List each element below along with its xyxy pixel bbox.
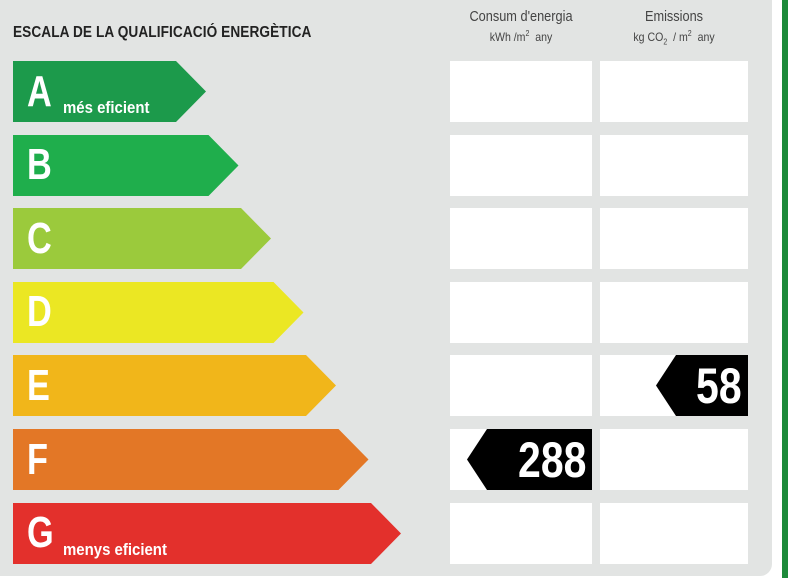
rating-arrow-shape bbox=[13, 429, 369, 490]
rating-bar-e: E bbox=[13, 355, 336, 417]
energy-label-panel: ESCALA DE LA QUALIFICACIÓ ENERGÈTICA Con… bbox=[0, 0, 772, 576]
rating-bar-c: C bbox=[13, 208, 271, 270]
consum-cell-d bbox=[450, 281, 592, 343]
consum-cell-c bbox=[450, 208, 592, 270]
rating-arrow-shape bbox=[13, 355, 336, 417]
rating-letter: F bbox=[27, 434, 48, 484]
emissions-cell-d bbox=[600, 281, 748, 343]
rating-arrow-shape bbox=[13, 134, 239, 196]
scale-title: ESCALA DE LA QUALIFICACIÓ ENERGÈTICA bbox=[13, 24, 312, 41]
consum-value-badge: 288 bbox=[450, 429, 592, 490]
rating-caption: més eficient bbox=[63, 98, 150, 117]
rating-arrow-shape bbox=[13, 208, 271, 270]
rating-letter: B bbox=[27, 140, 52, 190]
rating-letter: C bbox=[27, 213, 52, 263]
consum-cell-a bbox=[450, 61, 592, 122]
badge-shape bbox=[656, 355, 748, 417]
rating-letter: G bbox=[27, 508, 54, 558]
badge-value: 288 bbox=[517, 431, 586, 488]
rating-arrow-shape bbox=[13, 61, 206, 122]
rating-bar-b: B bbox=[13, 134, 239, 196]
emissions-cell-f bbox=[600, 429, 748, 490]
rating-letter: E bbox=[27, 360, 50, 410]
rating-arrow-shape bbox=[13, 502, 401, 564]
emissions-cell-b bbox=[600, 134, 748, 196]
emissions-value-badge: 58 bbox=[600, 355, 748, 417]
rating-arrow-shape bbox=[13, 281, 304, 343]
consum-label: Consum d'energia bbox=[469, 8, 573, 25]
rating-bar-d: D bbox=[13, 281, 304, 343]
rating-caption: menys eficient bbox=[63, 539, 167, 559]
badge-value: 58 bbox=[696, 357, 742, 414]
consum-unit: kWh /m2 any bbox=[489, 29, 553, 44]
consum-cell-g bbox=[450, 502, 592, 564]
emissions-cell-a bbox=[600, 61, 748, 122]
consum-cell-e bbox=[450, 355, 592, 417]
emissions-header: Emissions kg CO2 / m2 any bbox=[600, 8, 748, 46]
emissions-cell-c bbox=[600, 208, 748, 270]
rating-letter: D bbox=[27, 287, 52, 337]
emissions-unit: kg CO2 / m2 any bbox=[633, 29, 715, 47]
rating-bar-f: F bbox=[13, 429, 369, 490]
green-edge bbox=[782, 0, 788, 578]
consum-cell-b bbox=[450, 134, 592, 196]
emissions-cell-g bbox=[600, 502, 748, 564]
badge-shape bbox=[467, 429, 592, 490]
rating-letter: A bbox=[27, 66, 52, 116]
consum-header: Consum d'energia kWh /m2 any bbox=[450, 8, 592, 44]
emissions-label: Emissions bbox=[644, 8, 704, 25]
